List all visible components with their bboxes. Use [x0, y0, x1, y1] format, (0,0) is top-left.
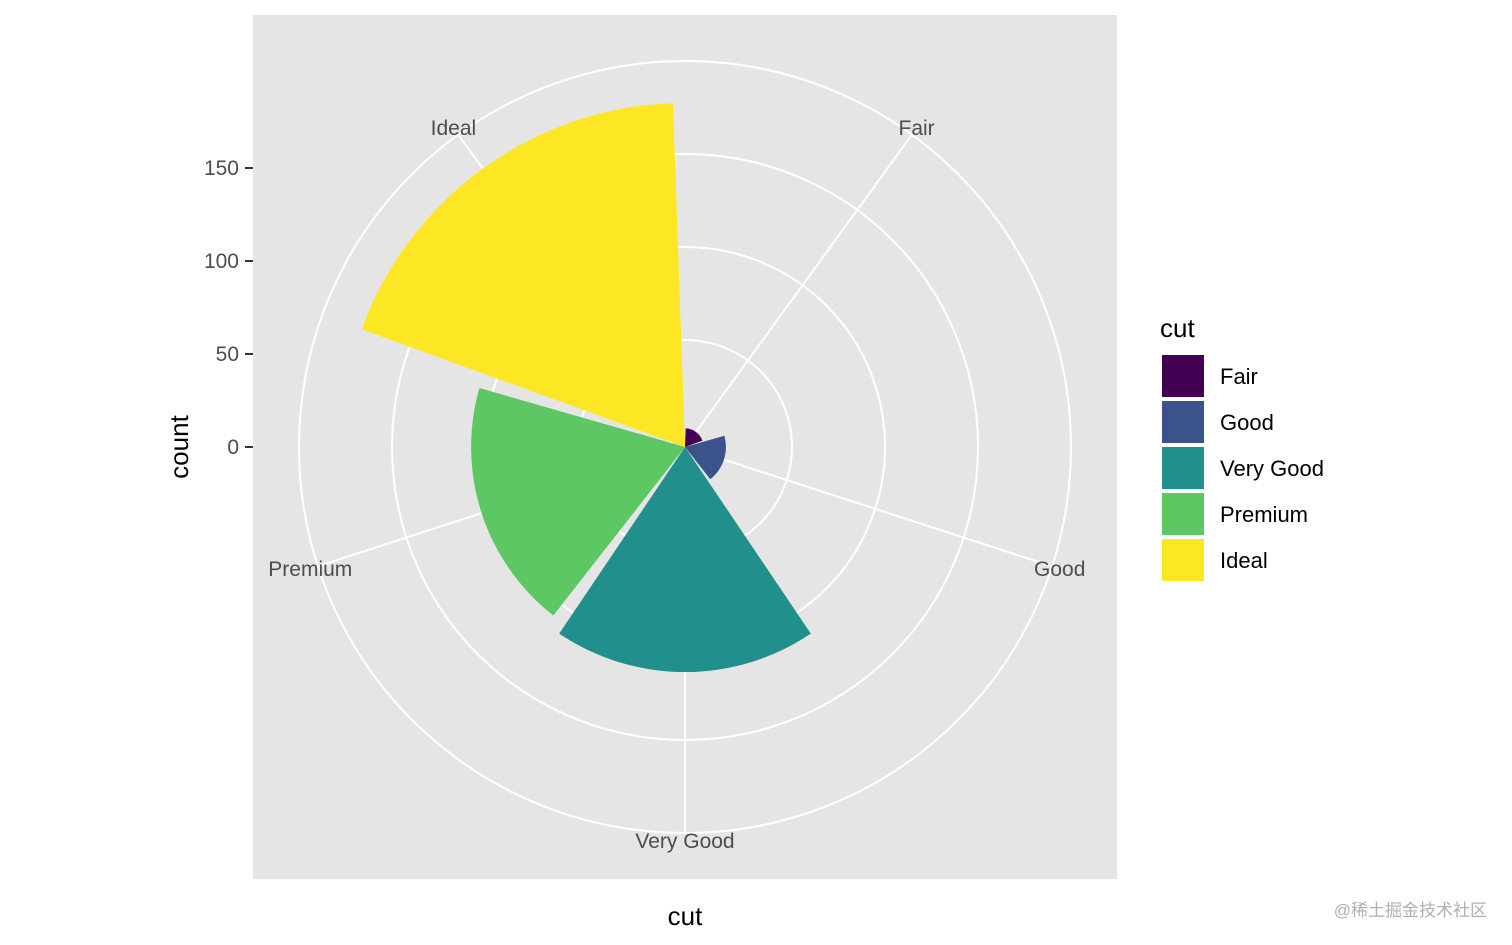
- y-axis-title: count: [164, 414, 194, 478]
- legend-label: Good: [1220, 410, 1274, 435]
- legend-title: cut: [1160, 313, 1195, 343]
- bar-ideal: [361, 103, 685, 447]
- legend-key: [1160, 491, 1206, 537]
- x-axis-title: cut: [668, 901, 703, 931]
- legend-key: [1160, 537, 1206, 583]
- category-labels: Fair Good Very Good Premium Ideal: [268, 117, 1085, 853]
- y-axis: 0 50 100 150: [204, 157, 253, 459]
- legend: cut Fair Good Very Good Premium Ideal: [1160, 313, 1324, 583]
- legend-label: Very Good: [1220, 456, 1324, 481]
- bar-premium: [471, 388, 685, 616]
- grid-spoke: [684, 134, 913, 448]
- legend-key: [1160, 353, 1206, 399]
- legend-label: Ideal: [1220, 548, 1268, 573]
- legend-label: Fair: [1220, 364, 1258, 389]
- bar-good: [685, 435, 726, 480]
- category-label: Premium: [268, 558, 352, 581]
- category-label: Ideal: [431, 117, 477, 140]
- y-tick-label: 150: [204, 157, 239, 180]
- legend-key: [1160, 399, 1206, 445]
- bar-very-good: [559, 447, 811, 673]
- watermark: @稀土掘金技术社区: [1334, 901, 1487, 920]
- y-tick-label: 100: [204, 250, 239, 273]
- y-tick-label: 50: [216, 343, 239, 366]
- category-label: Very Good: [635, 830, 734, 853]
- category-label: Fair: [899, 117, 935, 140]
- category-label: Good: [1034, 558, 1085, 581]
- y-tick-label: 0: [227, 436, 239, 459]
- bar-fair: [685, 428, 703, 447]
- legend-label: Premium: [1220, 502, 1308, 527]
- legend-key: [1160, 445, 1206, 491]
- bars: [361, 103, 811, 673]
- grid-spoke: [684, 446, 1053, 568]
